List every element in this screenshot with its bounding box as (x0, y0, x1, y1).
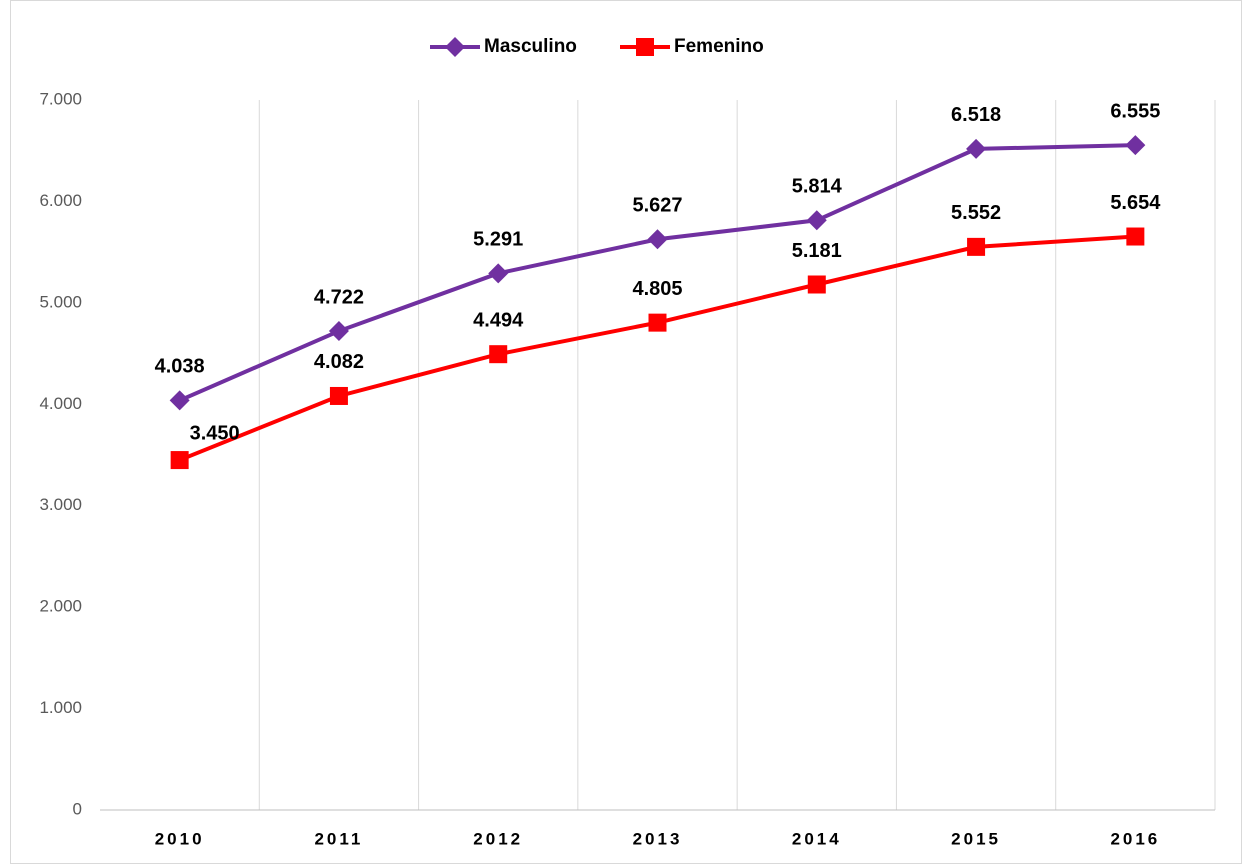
y-tick-label: 6.000 (39, 191, 82, 210)
data-label: 3.450 (190, 422, 240, 444)
marker (1126, 227, 1145, 246)
marker (1125, 135, 1146, 156)
legend-label: Femenino (674, 36, 764, 57)
marker (489, 345, 508, 364)
data-label: 4.038 (155, 356, 205, 378)
marker (806, 210, 827, 231)
x-tick-label: 2012 (473, 829, 523, 848)
marker (807, 275, 826, 294)
marker (966, 138, 987, 159)
marker (647, 229, 668, 250)
data-label: 5.552 (951, 202, 1001, 224)
y-tick-label: 5.000 (39, 292, 82, 311)
y-tick-label: 3.000 (39, 495, 82, 514)
data-label: 5.291 (473, 229, 523, 251)
y-tick-label: 0 (73, 799, 82, 818)
data-label: 4.082 (314, 351, 364, 373)
x-tick-label: 2016 (1110, 829, 1160, 848)
data-label: 5.627 (632, 195, 682, 217)
marker (488, 263, 509, 284)
data-label: 4.722 (314, 286, 364, 308)
data-label: 6.555 (1110, 100, 1160, 122)
x-tick-label: 2015 (951, 829, 1001, 848)
data-label: 5.814 (792, 176, 843, 198)
data-label: 6.518 (951, 104, 1001, 126)
data-label: 4.494 (473, 309, 524, 331)
legend-label: Masculino (484, 36, 577, 57)
marker (445, 37, 465, 57)
x-tick-label: 2011 (314, 829, 363, 848)
x-tick-label: 2010 (155, 829, 205, 848)
x-tick-label: 2014 (792, 829, 842, 848)
marker (636, 38, 654, 56)
data-label: 5.181 (792, 240, 842, 262)
y-tick-label: 4.000 (39, 394, 82, 413)
chart-border (10, 0, 1242, 864)
x-tick-label: 2013 (633, 829, 683, 848)
y-tick-label: 1.000 (39, 698, 82, 717)
marker (169, 390, 190, 411)
y-tick-label: 7.000 (39, 89, 82, 108)
marker (967, 237, 986, 256)
data-label: 4.805 (632, 278, 682, 300)
marker (329, 386, 348, 405)
data-label: 5.654 (1110, 192, 1161, 214)
marker (648, 313, 667, 332)
marker (328, 321, 349, 342)
y-tick-label: 2.000 (39, 597, 82, 616)
marker (170, 451, 189, 470)
